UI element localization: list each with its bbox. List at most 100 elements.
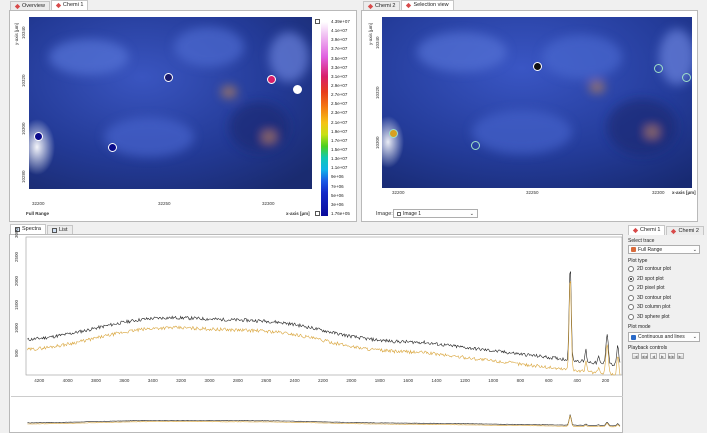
bottom-tabbar: Spectra List	[10, 224, 74, 234]
image-select[interactable]: Image 1 ⌄	[393, 209, 478, 218]
plot-type-label-text: 2D pixel plot	[637, 285, 665, 291]
x-tick-label: 3200	[176, 378, 187, 383]
playback-button[interactable]: ◀◀	[641, 353, 648, 359]
selected-spot[interactable]	[654, 64, 663, 73]
selection-view-image[interactable]	[382, 17, 692, 188]
radio-button[interactable]	[628, 266, 634, 272]
top-left-tab-0[interactable]: Overview	[10, 1, 50, 10]
y-tick-label: 500	[14, 349, 19, 358]
selected-spot[interactable]	[682, 73, 691, 82]
plot-type-label-text: 2D contour plot	[637, 266, 671, 272]
chemi-map-panel: y-axis [µm] 10340 10320 10300 10280 32200 32…	[9, 10, 357, 222]
measurement-spot[interactable]	[164, 73, 173, 82]
chemi-map-image[interactable]	[29, 17, 312, 189]
image-icon	[397, 211, 401, 216]
side-tab-1[interactable]: Chemi 2	[666, 226, 704, 235]
measurement-spot[interactable]	[267, 75, 276, 84]
trace-select-value: Full Range	[638, 246, 663, 253]
measurement-spot[interactable]	[34, 132, 43, 141]
x-tick-label: 32300	[262, 201, 275, 206]
y-tick-label: 3000	[14, 228, 19, 239]
microscope-image	[382, 17, 692, 188]
radio-button[interactable]	[628, 304, 634, 310]
top-left-tab-1[interactable]: Chemi 1	[50, 0, 89, 10]
tab-label: Chemi 2	[375, 2, 396, 9]
x-tick-label: 3400	[147, 378, 158, 383]
plot-type-option[interactable]: 3D column plot	[628, 304, 670, 310]
playback-button[interactable]: ▶|	[677, 353, 684, 359]
x-tick-label: 800	[516, 378, 525, 383]
colorbar-tick-label: 3.3e+07	[331, 64, 348, 70]
colorbar	[321, 22, 328, 216]
playback-controls: |◀ ◀◀ ◀ ▶ ▶▶ ▶|	[632, 353, 684, 359]
trace-icon	[631, 247, 636, 252]
selected-spot[interactable]	[389, 129, 398, 138]
spectra-overview[interactable]	[11, 396, 623, 432]
colorbar-tick-label: 4.1e+07	[331, 28, 348, 34]
playback-button[interactable]: ◀	[650, 353, 657, 359]
selection-view-panel: y-axis [µm] 10340 10320 10300 32200 32250 32…	[361, 10, 698, 222]
y-tick-label: 1500	[14, 299, 19, 310]
top-right-tab-0[interactable]: Chemi 2	[363, 1, 401, 10]
y-axis-label: y-axis [µm]	[368, 23, 373, 45]
colorbar-tick-label: 5e+06	[331, 192, 344, 198]
x-tick-label: 3600	[119, 378, 130, 383]
bottom-tab-0[interactable]: Spectra	[10, 224, 46, 234]
spectra-plot[interactable]	[10, 235, 624, 385]
x-tick-label: 2000	[346, 378, 357, 383]
trace-select[interactable]: Full Range ⌄	[628, 245, 700, 254]
x-tick-label: 2600	[261, 378, 272, 383]
plot-type-option[interactable]: 3D contour plot	[628, 294, 671, 301]
x-tick-label: 32250	[158, 201, 171, 206]
x-tick-label: 1800	[374, 378, 385, 383]
chevron-down-icon: ⌄	[692, 246, 697, 253]
plot-mode-select[interactable]: Continuous and lines ⌄	[628, 332, 700, 342]
colorbar-top-marker[interactable]	[315, 19, 320, 24]
tab-label: Chemi 1	[62, 2, 84, 8]
microscope-image	[29, 17, 312, 189]
plot-mode-select-value: Continuous and lines	[638, 334, 685, 340]
playback-button[interactable]: ▶	[659, 353, 666, 359]
colorbar-tick-label: 2.1e+07	[331, 119, 348, 125]
x-tick-label: 3000	[204, 378, 215, 383]
y-tick-label: 2500	[14, 252, 19, 263]
radio-button[interactable]	[628, 285, 634, 291]
bottom-tab-1[interactable]: List	[46, 225, 73, 234]
colorbar-tick-label: 1.1e+07	[331, 165, 348, 171]
plot-type-option[interactable]: 2D contour plot	[628, 266, 671, 272]
x-tick-label: 32250	[526, 190, 539, 195]
plot-type-option[interactable]: 2D spot plot	[628, 275, 664, 282]
radio-button[interactable]	[628, 275, 634, 282]
top-right-tab-1[interactable]: Selection view	[401, 0, 454, 10]
tab-label: Selection view	[413, 2, 449, 8]
x-tick-label: 1400	[431, 378, 442, 383]
selected-spot[interactable]	[471, 141, 480, 150]
colorbar-tick-label: 4.39e+07	[331, 19, 350, 24]
y-tick-label: 10340	[375, 36, 380, 49]
colorbar-bottom-marker[interactable]	[315, 211, 320, 216]
colorbar-tick-label: 9e+06	[331, 174, 344, 180]
plot-type-option[interactable]: 2D pixel plot	[628, 285, 665, 291]
plot-type-option[interactable]: 3D sphere plot	[628, 313, 670, 320]
colorbar-tick-label: 1.9e+07	[331, 128, 348, 134]
selected-spot[interactable]	[533, 62, 542, 71]
measurement-spot[interactable]	[108, 143, 117, 152]
radio-button[interactable]	[628, 313, 634, 320]
playback-button[interactable]: ▶▶	[668, 353, 675, 359]
y-tick-label: 10300	[375, 136, 380, 149]
tab-label: Chemi 1	[640, 227, 661, 233]
colorbar-tick-label: 2.5e+07	[331, 101, 348, 107]
colorbar-tick-label: 7e+06	[331, 183, 344, 189]
x-tick-label: 2800	[232, 378, 243, 383]
spectrum-dark	[27, 271, 621, 367]
chevron-down-icon: ⌄	[692, 334, 697, 340]
playback-button[interactable]: |◀	[632, 353, 639, 359]
colorbar-tick-label: 1.3e+07	[331, 156, 348, 162]
x-tick-label: 400	[573, 378, 581, 383]
x-tick-label: 200	[601, 378, 610, 383]
image-label: Image:	[376, 211, 393, 217]
colorbar-tick-label: 3.9e+07	[331, 37, 348, 43]
side-tab-0[interactable]: Chemi 1	[628, 225, 666, 235]
radio-button[interactable]	[628, 294, 634, 301]
measurement-spot[interactable]	[293, 85, 302, 94]
